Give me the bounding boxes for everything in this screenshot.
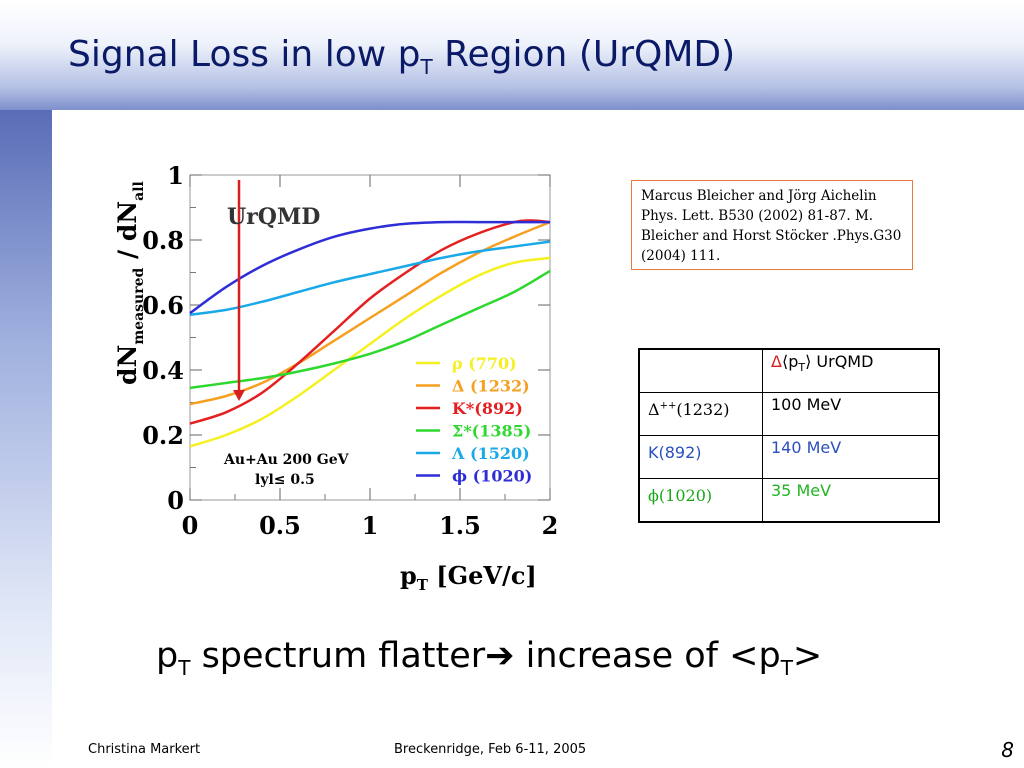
urqmd-arrow-head [233, 390, 245, 401]
reference-line: (2004) 111. [641, 248, 721, 264]
reference-line: Marcus Bleicher and Jörg Aichelin [641, 188, 877, 204]
series-line [189, 220, 550, 315]
footer-event: Breckenridge, Feb 6-11, 2005 [394, 742, 587, 757]
series-lines [189, 219, 551, 448]
y-axis-label: dNmeasured / dNall [113, 181, 147, 385]
series-line [189, 240, 551, 317]
plot-ticks [189, 174, 551, 501]
series-line [189, 269, 551, 390]
y-tick-label: 0.8 [142, 226, 184, 255]
series-line [189, 220, 551, 406]
legend: ρ (770) Δ (1232) K*(892) Σ*(1385) Λ (1520) ϕ … [416, 354, 532, 486]
series-line [189, 256, 551, 448]
x-tick-label: 1 [362, 511, 379, 540]
particle-kstar: K(892) [638, 435, 763, 479]
y-tick-labels: 0 0.2 0.4 0.6 0.8 1 [142, 161, 184, 515]
y-tick-label: 1 [167, 161, 184, 190]
table-row: ϕ(1020) 35 MeV [638, 478, 940, 523]
value-phi: 35 MeV [762, 478, 940, 523]
x-tick-label: 1.5 [439, 511, 481, 540]
reference-line: Phys. Lett. B530 (2002) 81-87. M. [641, 208, 874, 224]
info-energy: Au+Au 200 GeV [223, 452, 350, 468]
x-axis-label: pT [GeV/c] [400, 561, 537, 594]
page-number: 8 [1001, 738, 1014, 762]
conclusion-text: pT spectrum flatter➔ increase of <pT> [156, 636, 823, 680]
reference-line: Bleicher and Horst Stöcker .Phys.G30 [641, 228, 902, 244]
y-tick-label: 0.4 [142, 356, 184, 385]
table-header-row: Δ⟨pT⟩ UrQMD [638, 348, 940, 393]
x-tick-labels: 0 0.5 1 1.5 2 [182, 511, 559, 540]
table-row: K(892) 140 MeV [638, 435, 940, 479]
x-tick-label: 0.5 [259, 511, 301, 540]
y-tick-label: 0.6 [142, 291, 184, 320]
legend-label: ϕ (1020) [452, 467, 532, 486]
mean-pt-table: Δ⟨pT⟩ UrQMD Δ++(1232) 100 MeV K(892) 140… [638, 348, 940, 523]
legend-label: Σ*(1385) [452, 422, 531, 441]
legend-label: Λ (1520) [451, 444, 530, 463]
slide-sidebar-band [0, 110, 52, 768]
slide-title: Signal Loss in low pT Region (UrQMD) [68, 34, 736, 80]
urqmd-chart: 0 0.2 0.4 0.6 0.8 1 0 0.5 1 1.5 2 ρ (770) Δ (1232)… [113, 161, 559, 594]
right-arrow-icon: ➔ [485, 636, 515, 676]
table-header-empty [638, 348, 763, 393]
x-tick-label: 2 [542, 511, 559, 540]
x-tick-label: 0 [182, 511, 199, 540]
legend-label: ρ (770) [452, 354, 517, 373]
legend-label: K*(892) [452, 399, 523, 418]
table-header-urqmd: Δ⟨pT⟩ UrQMD [762, 348, 940, 393]
info-rapidity: lyl≤ 0.5 [255, 472, 315, 488]
value-kstar: 140 MeV [762, 435, 940, 479]
value-delta: 100 MeV [762, 392, 940, 436]
chart-title: UrQMD [227, 204, 320, 230]
footer-author: Christina Markert [88, 742, 201, 757]
y-tick-label: 0 [167, 486, 184, 515]
table-row: Δ++(1232) 100 MeV [638, 392, 940, 436]
y-tick-label: 0.2 [142, 421, 184, 450]
slide-header-band [0, 0, 1024, 110]
reference-box: Marcus Bleicher and Jörg Aichelin Phys. … [631, 180, 913, 270]
legend-label: Δ (1232) [452, 377, 530, 396]
particle-phi: ϕ(1020) [638, 478, 763, 523]
particle-delta: Δ++(1232) [638, 392, 763, 436]
